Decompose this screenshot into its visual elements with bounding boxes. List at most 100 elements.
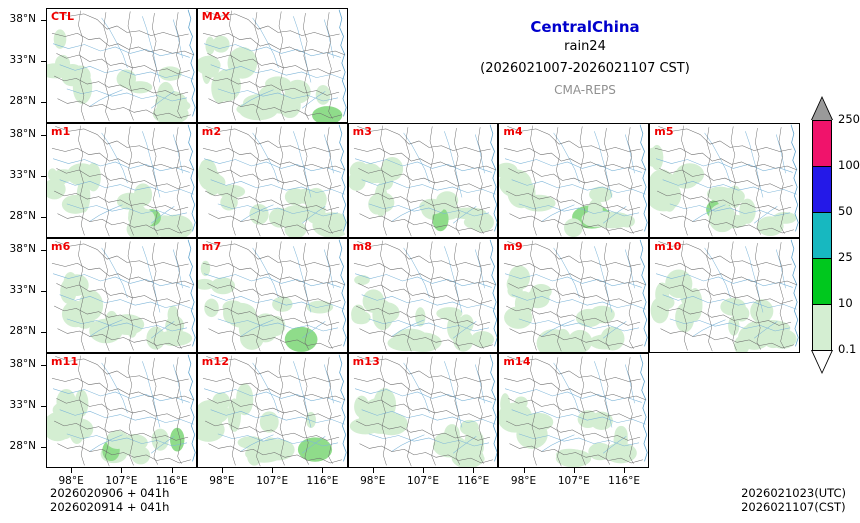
panel-label-m4: m4: [503, 125, 523, 138]
x-axis-tick: [624, 468, 625, 473]
map-m2: [197, 124, 347, 237]
panel-m5[interactable]: m5: [649, 123, 800, 238]
colorbar-divider: [812, 258, 832, 259]
colorbar-divider: [812, 166, 832, 167]
x-axis-label: 116°E: [608, 475, 641, 487]
footer-valid-cst: 2026021107(CST): [741, 500, 846, 514]
y-axis-label: 33°N: [9, 54, 36, 67]
panel-max[interactable]: MAX: [196, 8, 348, 123]
map-m8: [349, 239, 498, 352]
panel-label-m6: m6: [51, 240, 71, 253]
panel-label-ctl: CTL: [51, 10, 75, 23]
y-axis-label: 38°N: [9, 358, 36, 371]
x-axis-tick: [272, 468, 273, 473]
x-axis-tick: [121, 468, 122, 473]
map-m14: [499, 354, 649, 467]
x-axis-label: 107°E: [557, 475, 590, 487]
panel-label-m1: m1: [51, 125, 71, 138]
map-m13: [349, 354, 498, 467]
x-axis-label: 98°E: [58, 475, 84, 487]
panel-label-m2: m2: [201, 125, 222, 138]
panel-empty: [649, 8, 800, 123]
x-axis-label: 107°E: [256, 475, 289, 487]
x-axis-tick: [222, 468, 223, 473]
y-axis-label: 28°N: [9, 95, 36, 108]
x-axis-tick: [574, 468, 575, 473]
footer-valid-utc: 2026021023(UTC): [741, 486, 846, 500]
colorbar-under-arrow: [812, 350, 832, 372]
x-axis-tick: [322, 468, 323, 473]
y-axis-label: 33°N: [9, 169, 36, 182]
y-axis-tick: [41, 176, 46, 177]
panel-m10[interactable]: m10: [649, 238, 800, 353]
y-axis-tick: [41, 20, 46, 21]
colorbar-divider: [812, 212, 832, 213]
colorbar-tick-label: 100: [838, 158, 860, 172]
panel-m11[interactable]: m11: [46, 353, 197, 468]
panel-row: m6 m7 m8 m9 m10: [46, 238, 800, 353]
y-axis-tick: [41, 135, 46, 136]
panel-label-m10: m10: [654, 240, 682, 253]
panel-label-m13: m13: [352, 355, 380, 368]
panel-m7[interactable]: m7: [196, 238, 348, 353]
colorbar-segment: [812, 166, 832, 212]
y-axis-label: 38°N: [9, 13, 36, 26]
x-axis-label: 98°E: [209, 475, 235, 487]
map-m1: [47, 124, 196, 237]
panel-m9[interactable]: m9: [498, 238, 650, 353]
panel-empty: [348, 8, 499, 123]
chart-title-block: CentralChina rain24 (2026021007-20260211…: [440, 18, 730, 100]
panel-m2[interactable]: m2: [196, 123, 348, 238]
map-m10: [650, 239, 799, 352]
x-axis-label: 98°E: [510, 475, 537, 487]
panel-m3[interactable]: m3: [347, 123, 499, 238]
panel-m8[interactable]: m8: [347, 238, 499, 353]
panel-row: m1 m2 m3 m4 m5: [46, 123, 800, 238]
panel-row: CTL MAX: [46, 8, 800, 123]
y-axis-label: 33°N: [9, 284, 36, 297]
y-axis-label: 28°N: [9, 325, 36, 338]
colorbar-tick-label: 250: [838, 112, 860, 126]
panel-label-m12: m12: [201, 355, 230, 368]
y-axis-tick: [41, 291, 46, 292]
y-axis-tick: [41, 447, 46, 448]
panel-m14[interactable]: m14: [498, 353, 650, 468]
map-max: [197, 9, 347, 122]
y-axis-tick: [41, 217, 46, 218]
x-axis-tick: [473, 468, 474, 473]
panel-m6[interactable]: m6: [46, 238, 197, 353]
chart-title-model: CMA-REPS: [554, 83, 616, 97]
x-axis-label: 107°E: [407, 475, 439, 487]
panel-label-m14: m14: [503, 355, 531, 368]
panel-m12[interactable]: m12: [196, 353, 348, 468]
y-axis-label: 38°N: [9, 128, 36, 141]
x-axis-label: 107°E: [105, 475, 138, 487]
x-axis-label: 116°E: [306, 475, 339, 487]
x-axis-tick: [172, 468, 173, 473]
panel-m4[interactable]: m4: [498, 123, 650, 238]
x-axis-tick: [524, 468, 525, 473]
map-ctl: [47, 9, 196, 122]
map-m7: [197, 239, 347, 352]
panel-ctl[interactable]: CTL: [46, 8, 197, 123]
panel-label-m8: m8: [352, 240, 373, 253]
x-axis-tick: [423, 468, 424, 473]
panel-m13[interactable]: m13: [347, 353, 499, 468]
y-axis-tick: [41, 406, 46, 407]
colorbar-segment: [812, 258, 832, 304]
y-axis-label: 33°N: [9, 399, 36, 412]
footer-init-line-2: 2026020914 + 041h: [50, 500, 170, 514]
chart-title-period: (2026021007-2026021107 CST): [480, 61, 690, 76]
colorbar-tick-label: 0.1: [838, 342, 857, 356]
colorbar: 250 100 50 25 10 0.1: [811, 96, 860, 374]
panel-label-max: MAX: [201, 10, 231, 23]
y-axis-tick: [41, 250, 46, 251]
colorbar-over-arrow: [812, 98, 832, 120]
panel-m1[interactable]: m1: [46, 123, 197, 238]
colorbar-tick-label: 25: [838, 250, 853, 264]
y-axis-label: 28°N: [9, 210, 36, 223]
footer-init-line-1: 2026020906 + 041h: [50, 486, 170, 500]
map-m5: [650, 124, 799, 237]
y-axis-tick: [41, 102, 46, 103]
colorbar-tick-label: 50: [838, 204, 853, 218]
